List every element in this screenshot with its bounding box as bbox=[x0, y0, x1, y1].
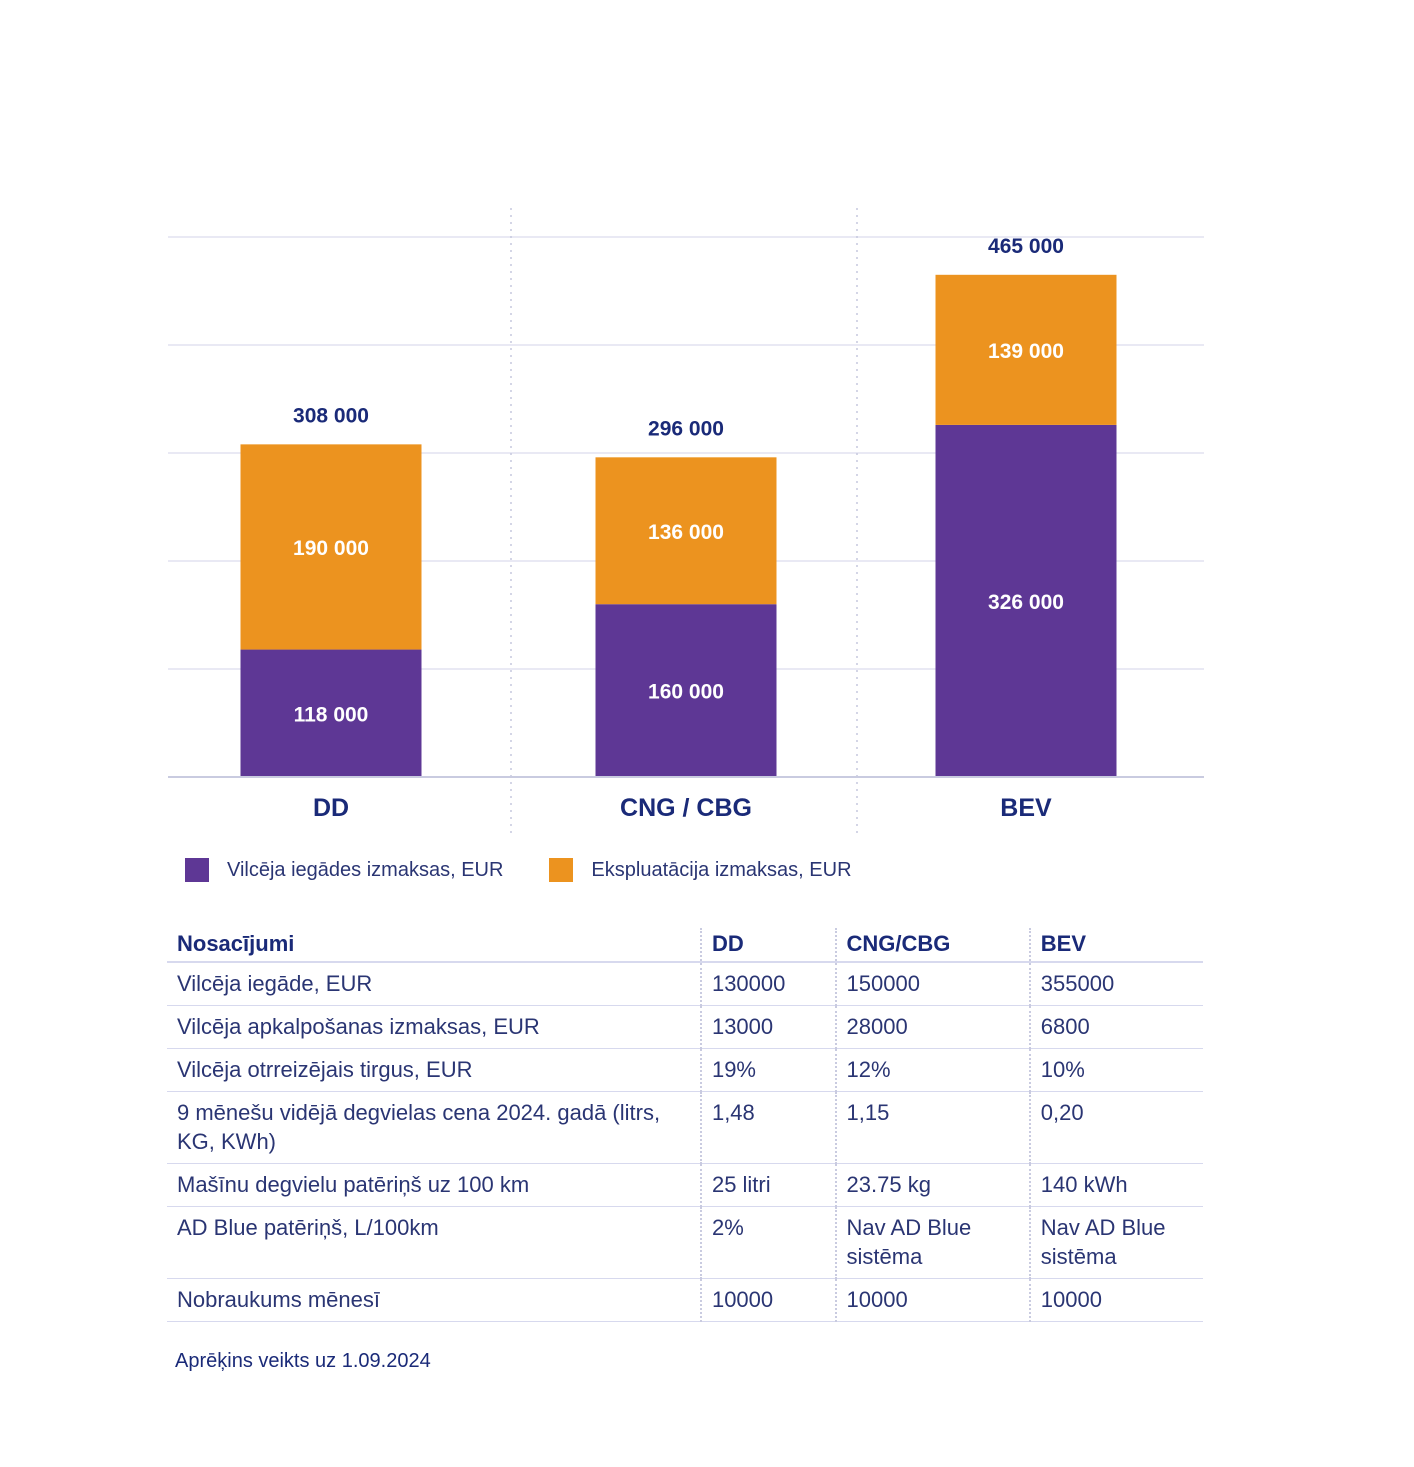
cell-dd: 130000 bbox=[699, 962, 836, 1006]
cell-dd: 2% bbox=[699, 1206, 836, 1279]
header-bev: BEV bbox=[1028, 928, 1203, 963]
bar-operation bbox=[240, 444, 422, 650]
label-operation-value: 190 000 bbox=[293, 537, 369, 560]
legend-item-operation: Ekspluatācija izmaksas, EUR bbox=[549, 858, 852, 882]
row-label: Vilcēja iegāde, EUR bbox=[167, 962, 701, 1006]
cell-dd: 25 litri bbox=[699, 1163, 836, 1207]
header-dd: DD bbox=[699, 928, 836, 963]
legend-item-purchase: Vilcēja iegādes izmaksas, EUR bbox=[185, 858, 503, 882]
cell-bev: 355000 bbox=[1028, 962, 1203, 1006]
cell-cng-cbg: 1,15 bbox=[834, 1091, 1030, 1164]
row-label: AD Blue patēriņš, L/100km bbox=[167, 1206, 701, 1279]
table-row: Vilcēja apkalpošanas izmaksas, EUR 13000… bbox=[167, 1005, 1203, 1049]
conditions-table: Nosacījumi DD CNG/CBG BEV Vilcēja iegāde… bbox=[167, 928, 1203, 1322]
header-cng-cbg: CNG/CBG bbox=[834, 928, 1030, 963]
label-purchase-value: 118 000 bbox=[294, 703, 369, 726]
stacked-bar-chart: 118 000 190 000 308 000 DD 160 000 136 000 296… bbox=[168, 208, 1204, 838]
cell-cng-cbg: 23.75 kg bbox=[834, 1163, 1030, 1207]
bar-operation bbox=[595, 457, 777, 605]
label-total-value: 296 000 bbox=[648, 417, 724, 440]
table-header-row: Nosacījumi DD CNG/CBG BEV bbox=[167, 928, 1203, 963]
cell-bev: Nav AD Blue sistēma bbox=[1028, 1206, 1203, 1279]
table-row: Nobraukums mēnesī 10000 10000 10000 bbox=[167, 1278, 1203, 1322]
cell-cng-cbg: Nav AD Blue sistēma bbox=[834, 1206, 1030, 1279]
row-label: 9 mēnešu vidējā degvielas cena 2024. gad… bbox=[167, 1091, 701, 1164]
label-total-value: 465 000 bbox=[988, 235, 1064, 258]
cell-cng-cbg: 150000 bbox=[834, 962, 1030, 1006]
bar-operation bbox=[935, 274, 1117, 425]
cell-bev: 10% bbox=[1028, 1048, 1203, 1092]
table-row: Vilcēja iegāde, EUR 130000 150000 355000 bbox=[167, 962, 1203, 1006]
cell-bev: 0,20 bbox=[1028, 1091, 1203, 1164]
cell-dd: 10000 bbox=[699, 1278, 836, 1322]
label-purchase-value: 326 000 bbox=[988, 591, 1064, 614]
cell-cng-cbg: 28000 bbox=[834, 1005, 1030, 1049]
table-row: Mašīnu degvielu patēriņš uz 100 km 25 li… bbox=[167, 1163, 1203, 1207]
cell-bev: 140 kWh bbox=[1028, 1163, 1203, 1207]
cell-cng-cbg: 10000 bbox=[834, 1278, 1030, 1322]
chart-legend: Vilcēja iegādes izmaksas, EUR Ekspluatāc… bbox=[185, 858, 898, 882]
category-label: CNG / CBG bbox=[620, 794, 752, 822]
label-operation-value: 136 000 bbox=[648, 521, 724, 544]
table-row: AD Blue patēriņš, L/100km 2% Nav AD Blue… bbox=[167, 1206, 1203, 1279]
bar-purchase bbox=[935, 424, 1117, 777]
category-label: DD bbox=[313, 794, 349, 822]
table-row: 9 mēnešu vidējā degvielas cena 2024. gad… bbox=[167, 1091, 1203, 1164]
cell-dd: 1,48 bbox=[699, 1091, 836, 1164]
cell-dd: 19% bbox=[699, 1048, 836, 1092]
bar-purchase bbox=[240, 649, 422, 777]
label-operation-value: 139 000 bbox=[988, 340, 1064, 363]
row-label: Mašīnu degvielu patēriņš uz 100 km bbox=[167, 1163, 701, 1207]
table-row: Vilcēja otrreizējais tirgus, EUR 19% 12%… bbox=[167, 1048, 1203, 1092]
legend-swatch-operation bbox=[549, 858, 574, 882]
category-label: BEV bbox=[1000, 794, 1052, 822]
cell-dd: 13000 bbox=[699, 1005, 836, 1049]
row-label: Vilcēja otrreizējais tirgus, EUR bbox=[167, 1048, 701, 1092]
header-conditions: Nosacījumi bbox=[167, 928, 701, 963]
legend-swatch-purchase bbox=[185, 858, 209, 882]
cell-bev: 10000 bbox=[1028, 1278, 1203, 1322]
cell-cng-cbg: 12% bbox=[834, 1048, 1030, 1092]
row-label: Nobraukums mēnesī bbox=[167, 1278, 701, 1322]
cell-bev: 6800 bbox=[1028, 1005, 1203, 1049]
label-total-value: 308 000 bbox=[293, 404, 369, 427]
bar-purchase bbox=[595, 604, 777, 777]
label-purchase-value: 160 000 bbox=[648, 681, 724, 704]
legend-label-purchase: Vilcēja iegādes izmaksas, EUR bbox=[227, 858, 504, 881]
footnote: Aprēķins veikts uz 1.09.2024 bbox=[175, 1350, 431, 1372]
legend-label-operation: Ekspluatācija izmaksas, EUR bbox=[591, 858, 852, 881]
row-label: Vilcēja apkalpošanas izmaksas, EUR bbox=[167, 1005, 701, 1049]
